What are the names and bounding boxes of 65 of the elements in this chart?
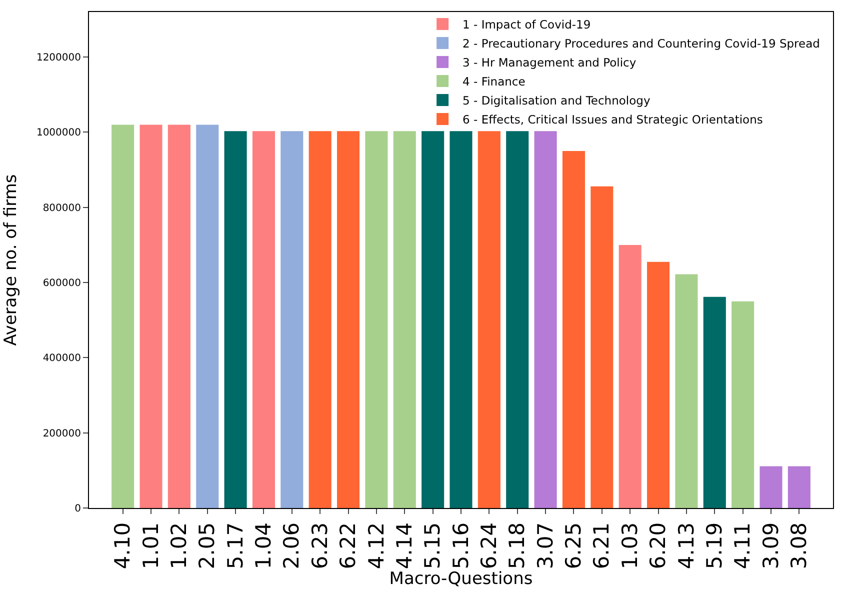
- bar: [112, 124, 134, 508]
- bar: [308, 131, 332, 508]
- bar: [760, 466, 782, 508]
- bar: [590, 186, 614, 508]
- x-tick-label: 4.14: [392, 522, 416, 570]
- y-tick-label: 400000: [42, 353, 81, 364]
- x-tick-label: 6.22: [336, 522, 360, 570]
- y-tick-label: 200000: [42, 428, 81, 440]
- x-tick-label: 1.03: [618, 522, 642, 570]
- x-tick-label: 5.19: [702, 522, 726, 570]
- y-tick-label: 0: [74, 504, 81, 514]
- bar: [393, 131, 416, 508]
- x-tick-label: 6.24: [477, 522, 502, 570]
- x-tick-label: 5.17: [223, 522, 248, 570]
- bar: [703, 296, 726, 508]
- bar: [252, 131, 275, 508]
- x-tick-label: 4.13: [674, 522, 698, 570]
- bar: [365, 131, 388, 508]
- legend-label: 5 - Digitalisation and Technology: [462, 94, 650, 108]
- x-tick-label: 2.06: [280, 522, 304, 570]
- legend-label: 4 - Finance: [462, 74, 526, 89]
- x-tick-label: 5.15: [420, 522, 445, 570]
- x-tick-label: 6.25: [562, 522, 586, 570]
- bar: [506, 131, 529, 508]
- bar: [422, 131, 444, 508]
- legend-label: 3 - Hr Management and Policy: [462, 56, 636, 70]
- x-tick-label: 6.21: [590, 522, 614, 570]
- y-tick-label: 800000: [42, 202, 81, 214]
- legend-label: 6 - Effects, Critical Issues and Strategic Orientations: [462, 112, 763, 127]
- x-tick-label: 1.04: [252, 522, 276, 570]
- bar: [168, 124, 190, 508]
- bar: [647, 262, 670, 508]
- bar: [224, 131, 247, 508]
- x-tick-label: 3.07: [533, 522, 558, 570]
- x-tick-label: 4.11: [730, 522, 755, 570]
- bar: [732, 301, 754, 508]
- x-tick-label: 1.02: [167, 522, 192, 570]
- bar: [562, 151, 585, 508]
- bar: [618, 244, 642, 508]
- x-tick-label: 3.09: [758, 522, 783, 570]
- bar: [450, 131, 472, 508]
- x-tick-label: 6.23: [308, 522, 332, 570]
- x-tick-label: 4.12: [364, 522, 388, 570]
- x-tick-label: 5.18: [505, 522, 530, 570]
- x-tick-label: 4.10: [110, 522, 135, 570]
- y-tick-label: 600000: [42, 278, 81, 290]
- legend-label: 2 - Precautionary Procedures and Countering Covid-19 Spread: [462, 36, 820, 51]
- x-tick-label: 5.16: [448, 522, 473, 570]
- legend-label: 1 - Impact of Covid-19: [462, 18, 591, 32]
- bar: [196, 124, 219, 508]
- bar: [478, 131, 500, 508]
- bar: [675, 274, 698, 508]
- bar: [140, 124, 162, 508]
- y-axis-title: Average no. of firms: [1, 174, 22, 346]
- bar: [788, 466, 810, 508]
- x-tick-label: 2.05: [195, 522, 220, 570]
- x-axis-title: Macro-Questions: [389, 569, 533, 589]
- bar: [534, 131, 557, 508]
- bar: [337, 131, 360, 508]
- y-tick-label: 1200000: [36, 52, 81, 64]
- x-tick-label: 1.01: [138, 522, 163, 570]
- x-tick-label: 6.20: [646, 522, 670, 570]
- x-tick-label: 3.08: [787, 522, 812, 570]
- y-tick-label: 1000000: [36, 128, 81, 139]
- bar: [280, 131, 304, 508]
